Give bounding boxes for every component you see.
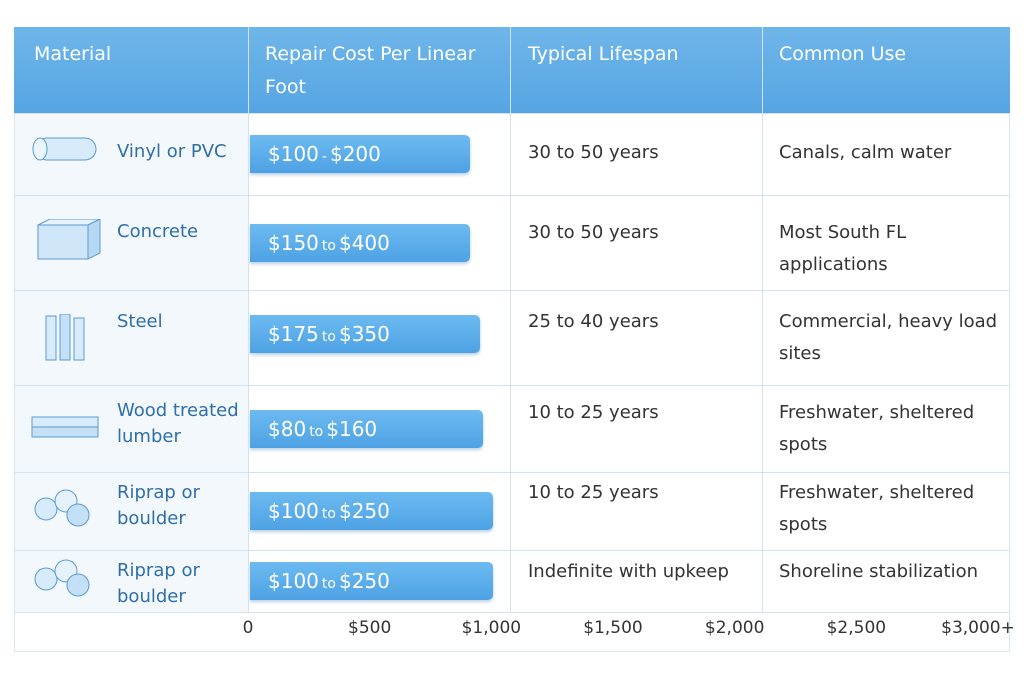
cost-bar: $80 to $160 (250, 409, 483, 448)
cost-separator: to (321, 506, 336, 522)
cost-high: $200 (329, 142, 381, 166)
material-name: Riprap or boulder (117, 560, 200, 607)
lifespan: 30 to 50 years (528, 142, 659, 163)
common-use: Freshwater, sheltered spots (779, 402, 975, 455)
x-tick-label: $2,500 (826, 618, 887, 638)
lifespan: Indefinite with upkeep (528, 561, 729, 582)
cost-high: $350 (338, 321, 390, 346)
material-icon (28, 217, 104, 271)
cost-separator: to (309, 423, 324, 440)
material-icon (28, 130, 104, 182)
cost-low: $100 (268, 142, 319, 166)
column-divider (248, 27, 249, 612)
row-divider (14, 550, 1010, 551)
column-divider (510, 27, 511, 612)
cost-low: $150 (268, 230, 319, 255)
material-name: Vinyl or PVC (117, 141, 227, 162)
cost-low: $80 (268, 416, 307, 441)
header-cell: Material (34, 43, 112, 65)
cost-separator: - (321, 149, 327, 165)
cost-bar: $150 to $400 (250, 223, 470, 262)
header-cell: Repair Cost Per Linear Foot (265, 43, 476, 98)
cost-separator: to (321, 237, 336, 254)
cost-bar: $175 to $350 (250, 314, 480, 353)
table-header (14, 27, 1010, 113)
icon-graphic (45, 313, 85, 360)
column-divider (762, 27, 763, 612)
x-tick-label: 0 (242, 618, 254, 638)
lifespan: 30 to 50 years (528, 222, 659, 243)
row-divider (14, 612, 1010, 613)
cost-high: $250 (338, 499, 390, 523)
material-name: Riprap or boulder (117, 482, 200, 529)
icon-graphic (34, 489, 90, 527)
x-tick-label: $2,000 (704, 618, 765, 638)
common-use: Most South FL applications (779, 222, 907, 275)
material-icon (28, 313, 104, 366)
row-divider (14, 290, 1010, 291)
x-tick-label: $500 (348, 618, 392, 638)
lifespan: 25 to 40 years (528, 311, 659, 332)
x-tick-label: $1,000 (461, 618, 522, 638)
common-use: Freshwater, sheltered spots (779, 482, 975, 535)
material-icon (28, 405, 104, 457)
cost-low: $100 (268, 569, 319, 593)
cost-separator: to (321, 328, 336, 345)
icon-graphic (37, 217, 101, 260)
cost-high: $250 (338, 569, 390, 593)
material-icon (28, 487, 104, 539)
row-divider (14, 385, 1010, 386)
material-name: Wood treated lumber (117, 400, 239, 447)
common-use: Commercial, heavy load sites (779, 311, 998, 364)
material-name: Concrete (117, 221, 199, 242)
cost-high: $160 (326, 416, 378, 441)
cost-high: $400 (338, 230, 390, 255)
row-divider (14, 195, 1010, 196)
row-divider (14, 472, 1010, 473)
cost-bar: $100 to $250 (250, 492, 493, 530)
material-name: Steel (117, 311, 163, 332)
icon-graphic (32, 137, 97, 161)
header-cell: Common Use (779, 43, 907, 65)
common-use: Shoreline stabilization (779, 561, 978, 582)
common-use: Canals, calm water (779, 142, 952, 163)
cost-bar: $100- $200 (250, 135, 470, 173)
cost-low: $100 (268, 499, 319, 523)
cost-bar: $100 to $250 (250, 562, 493, 600)
cost-low: $175 (268, 321, 319, 346)
row-divider (14, 113, 1010, 114)
icon-graphic (31, 416, 99, 437)
x-tick-label: $3,000+ (941, 618, 1015, 638)
lifespan: 10 to 25 years (528, 482, 659, 503)
cost-separator: to (321, 576, 336, 592)
icon-graphic (34, 559, 90, 597)
header-cell: Typical Lifespan (528, 43, 679, 65)
lifespan: 10 to 25 years (528, 402, 659, 423)
material-icon (28, 557, 104, 609)
x-tick-label: $1,500 (583, 618, 643, 638)
